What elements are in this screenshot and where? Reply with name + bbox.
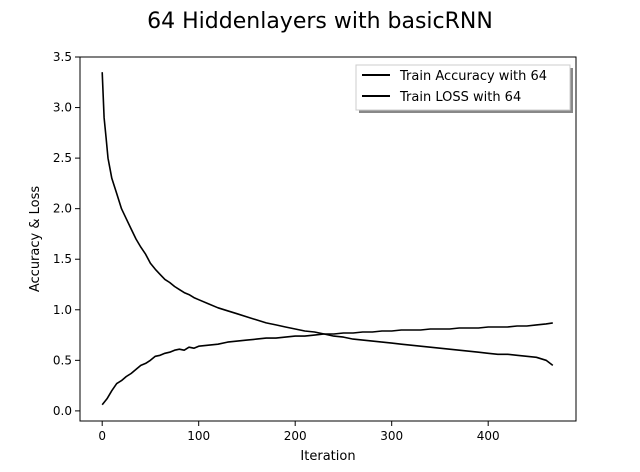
y-tick-label: 2.5 (53, 151, 72, 165)
legend-box (355, 64, 571, 111)
x-tick-label: 0 (98, 429, 106, 443)
y-tick-label: 3.5 (53, 50, 72, 64)
plot-frame (79, 56, 577, 422)
x-tick-label: 400 (477, 429, 500, 443)
y-tick-label: 2.0 (53, 202, 72, 216)
x-tick-label: 100 (187, 429, 210, 443)
y-tick-label: 3.0 (53, 101, 72, 115)
x-axis-label: Iteration (300, 449, 355, 464)
x-tick-label: 200 (284, 429, 307, 443)
legend-label-loss: Train LOSS with 64 (399, 90, 521, 105)
series-line-accuracy (101, 322, 553, 406)
y-tick-label: 0.5 (53, 353, 72, 367)
y-tick-label: 1.0 (53, 303, 72, 317)
series-layer (101, 72, 554, 406)
y-tick-label: 1.5 (53, 252, 72, 266)
y-tick-label: 0.0 (53, 404, 72, 418)
x-tick-label: 300 (380, 429, 403, 443)
tick-layer: 0 100 200 300 400 0.0 0.5 1.0 1.5 2.0 2.5 3.0 3.5 (53, 50, 500, 443)
legend-label-accuracy: Train Accuracy with 64 (399, 69, 547, 84)
legend: Train Accuracy with 64 Train LOSS with 6… (355, 64, 573, 113)
chart-title: 64 Hiddenlayers with basicRNN (147, 9, 493, 34)
series-line-loss (101, 72, 554, 367)
y-axis-label: Accuracy & Loss (28, 186, 43, 292)
